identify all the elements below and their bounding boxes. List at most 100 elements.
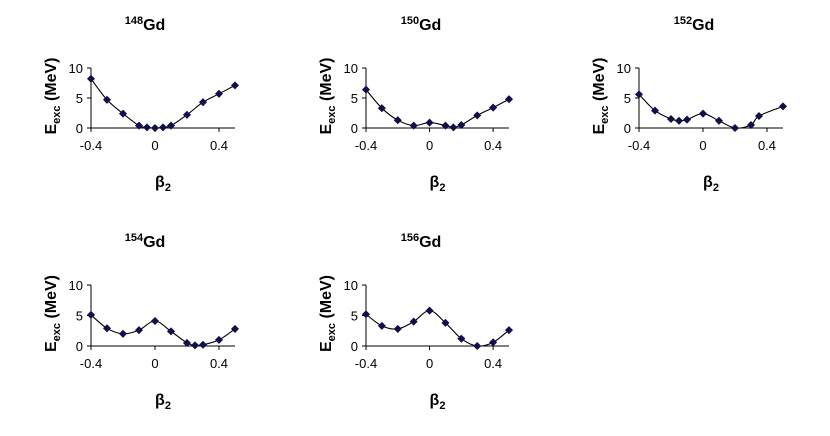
data-point-marker	[730, 123, 740, 133]
data-point-marker	[457, 334, 466, 343]
title-mass-number: 150	[401, 15, 419, 27]
y-axis-label-subscript: exc	[326, 105, 338, 123]
data-point-marker	[214, 335, 224, 344]
y-axis-label: Eexc (MeV)	[43, 57, 63, 134]
x-axis-label-subscript: 2	[439, 182, 445, 194]
y-axis-label-unit: (MeV)	[43, 275, 60, 323]
title-mass-number: 152	[674, 15, 692, 27]
y-axis-label-subscript: exc	[51, 105, 63, 123]
data-point-marker	[441, 121, 450, 130]
data-point-marker	[409, 317, 418, 326]
data-point-marker	[473, 341, 482, 351]
data-point-marker	[182, 110, 192, 119]
y-axis-label: Eexc (MeV)	[318, 275, 338, 352]
data-point-marker	[682, 115, 692, 124]
x-tick-label: -0.4	[80, 138, 102, 153]
x-axis-label: β2	[430, 174, 446, 194]
data-point-marker	[102, 324, 112, 333]
title-element: Gd	[419, 17, 441, 34]
chart-panel: 0 5 10 -0.4 0 0.4 152Gd β2 Eexc (MeV)	[591, 15, 788, 194]
y-tick-label: 5	[351, 91, 358, 106]
data-point-marker	[393, 116, 402, 125]
chart-title: 148Gd	[125, 15, 166, 34]
title-mass-number: 156	[401, 232, 419, 244]
data-point-marker	[473, 111, 482, 120]
data-point-marker	[142, 123, 152, 132]
title-element: Gd	[143, 234, 165, 251]
y-tick-label: 5	[351, 309, 358, 324]
y-axis-label-subscript: exc	[599, 105, 611, 123]
data-point-marker	[361, 310, 371, 319]
title-element: Gd	[692, 17, 714, 34]
x-axis-label: β2	[155, 174, 171, 194]
x-axis-label: β2	[703, 174, 719, 194]
x-tick-label: 0	[151, 138, 158, 153]
data-point-marker	[230, 324, 240, 333]
y-tick-label: 5	[76, 309, 83, 324]
y-axis-label: Eexc (MeV)	[591, 57, 611, 134]
data-point-marker	[377, 104, 386, 113]
y-axis-label-subscript: exc	[51, 323, 63, 341]
y-axis-label: Eexc (MeV)	[43, 275, 63, 352]
title-mass-number: 148	[125, 15, 143, 27]
y-tick-label: 0	[624, 121, 631, 136]
title-element: Gd	[419, 234, 441, 251]
chart-panel: 0 5 10 -0.4 0 0.4 148Gd β2 Eexc (MeV)	[43, 15, 240, 194]
x-axis-label-main: β	[430, 392, 440, 409]
series-line	[90, 78, 236, 129]
data-point-marker	[102, 95, 112, 104]
y-axis-label: Eexc (MeV)	[318, 57, 338, 134]
y-tick-label: 10	[617, 61, 631, 76]
y-axis-label-unit: (MeV)	[318, 57, 335, 105]
data-point-marker	[714, 116, 724, 125]
x-axis-label-subscript: 2	[165, 182, 171, 194]
chart-panel: 0 5 10 -0.4 0 0.4 154Gd β2 Eexc (MeV)	[43, 232, 240, 412]
x-tick-label: 0.4	[484, 356, 502, 371]
chart-panel: 0 5 10 -0.4 0 0.4 156Gd β2 Eexc (MeV)	[318, 232, 514, 412]
y-tick-label: 5	[76, 91, 83, 106]
y-axis-label-unit: (MeV)	[43, 57, 60, 105]
data-point-marker	[746, 120, 756, 130]
chart-title: 156Gd	[401, 232, 442, 251]
data-point-marker	[166, 121, 176, 130]
y-axis-label-main: E	[43, 341, 60, 352]
data-point-marker	[441, 318, 450, 327]
data-point-marker	[150, 316, 160, 326]
title-mass-number: 154	[125, 232, 144, 244]
chart-title: 152Gd	[674, 15, 715, 34]
data-point-marker	[230, 81, 240, 90]
data-point-marker	[666, 114, 676, 124]
y-axis-label-main: E	[318, 341, 335, 352]
data-point-marker	[214, 89, 224, 98]
data-point-marker	[134, 121, 144, 130]
data-point-marker	[489, 103, 498, 112]
x-axis-label: β2	[155, 392, 171, 412]
y-axis-label-main: E	[318, 124, 335, 135]
series-line	[365, 310, 510, 347]
chart-panel: 0 5 10 -0.4 0 0.4 150Gd β2 Eexc (MeV)	[318, 15, 514, 194]
data-point-marker	[698, 109, 708, 118]
x-axis-label-subscript: 2	[439, 400, 445, 412]
data-point-marker	[166, 327, 176, 336]
data-point-marker	[489, 338, 498, 347]
x-axis-label-main: β	[155, 174, 165, 191]
data-point-marker	[650, 106, 660, 115]
y-axis-label-unit: (MeV)	[591, 57, 608, 105]
y-tick-label: 0	[351, 339, 358, 354]
x-tick-label: -0.4	[628, 138, 650, 153]
data-point-marker	[449, 123, 458, 132]
x-axis-label: β2	[430, 392, 446, 412]
data-point-marker	[504, 95, 514, 104]
x-tick-label: 0	[699, 138, 706, 153]
data-point-marker	[754, 111, 764, 121]
data-point-marker	[198, 340, 208, 349]
data-point-marker	[504, 326, 514, 335]
x-tick-label: 0.4	[210, 138, 228, 153]
data-point-marker	[118, 329, 128, 338]
data-point-marker	[361, 85, 371, 94]
data-point-marker	[198, 98, 208, 107]
y-tick-label: 5	[624, 91, 631, 106]
series-line	[365, 89, 510, 128]
data-point-marker	[393, 324, 402, 333]
